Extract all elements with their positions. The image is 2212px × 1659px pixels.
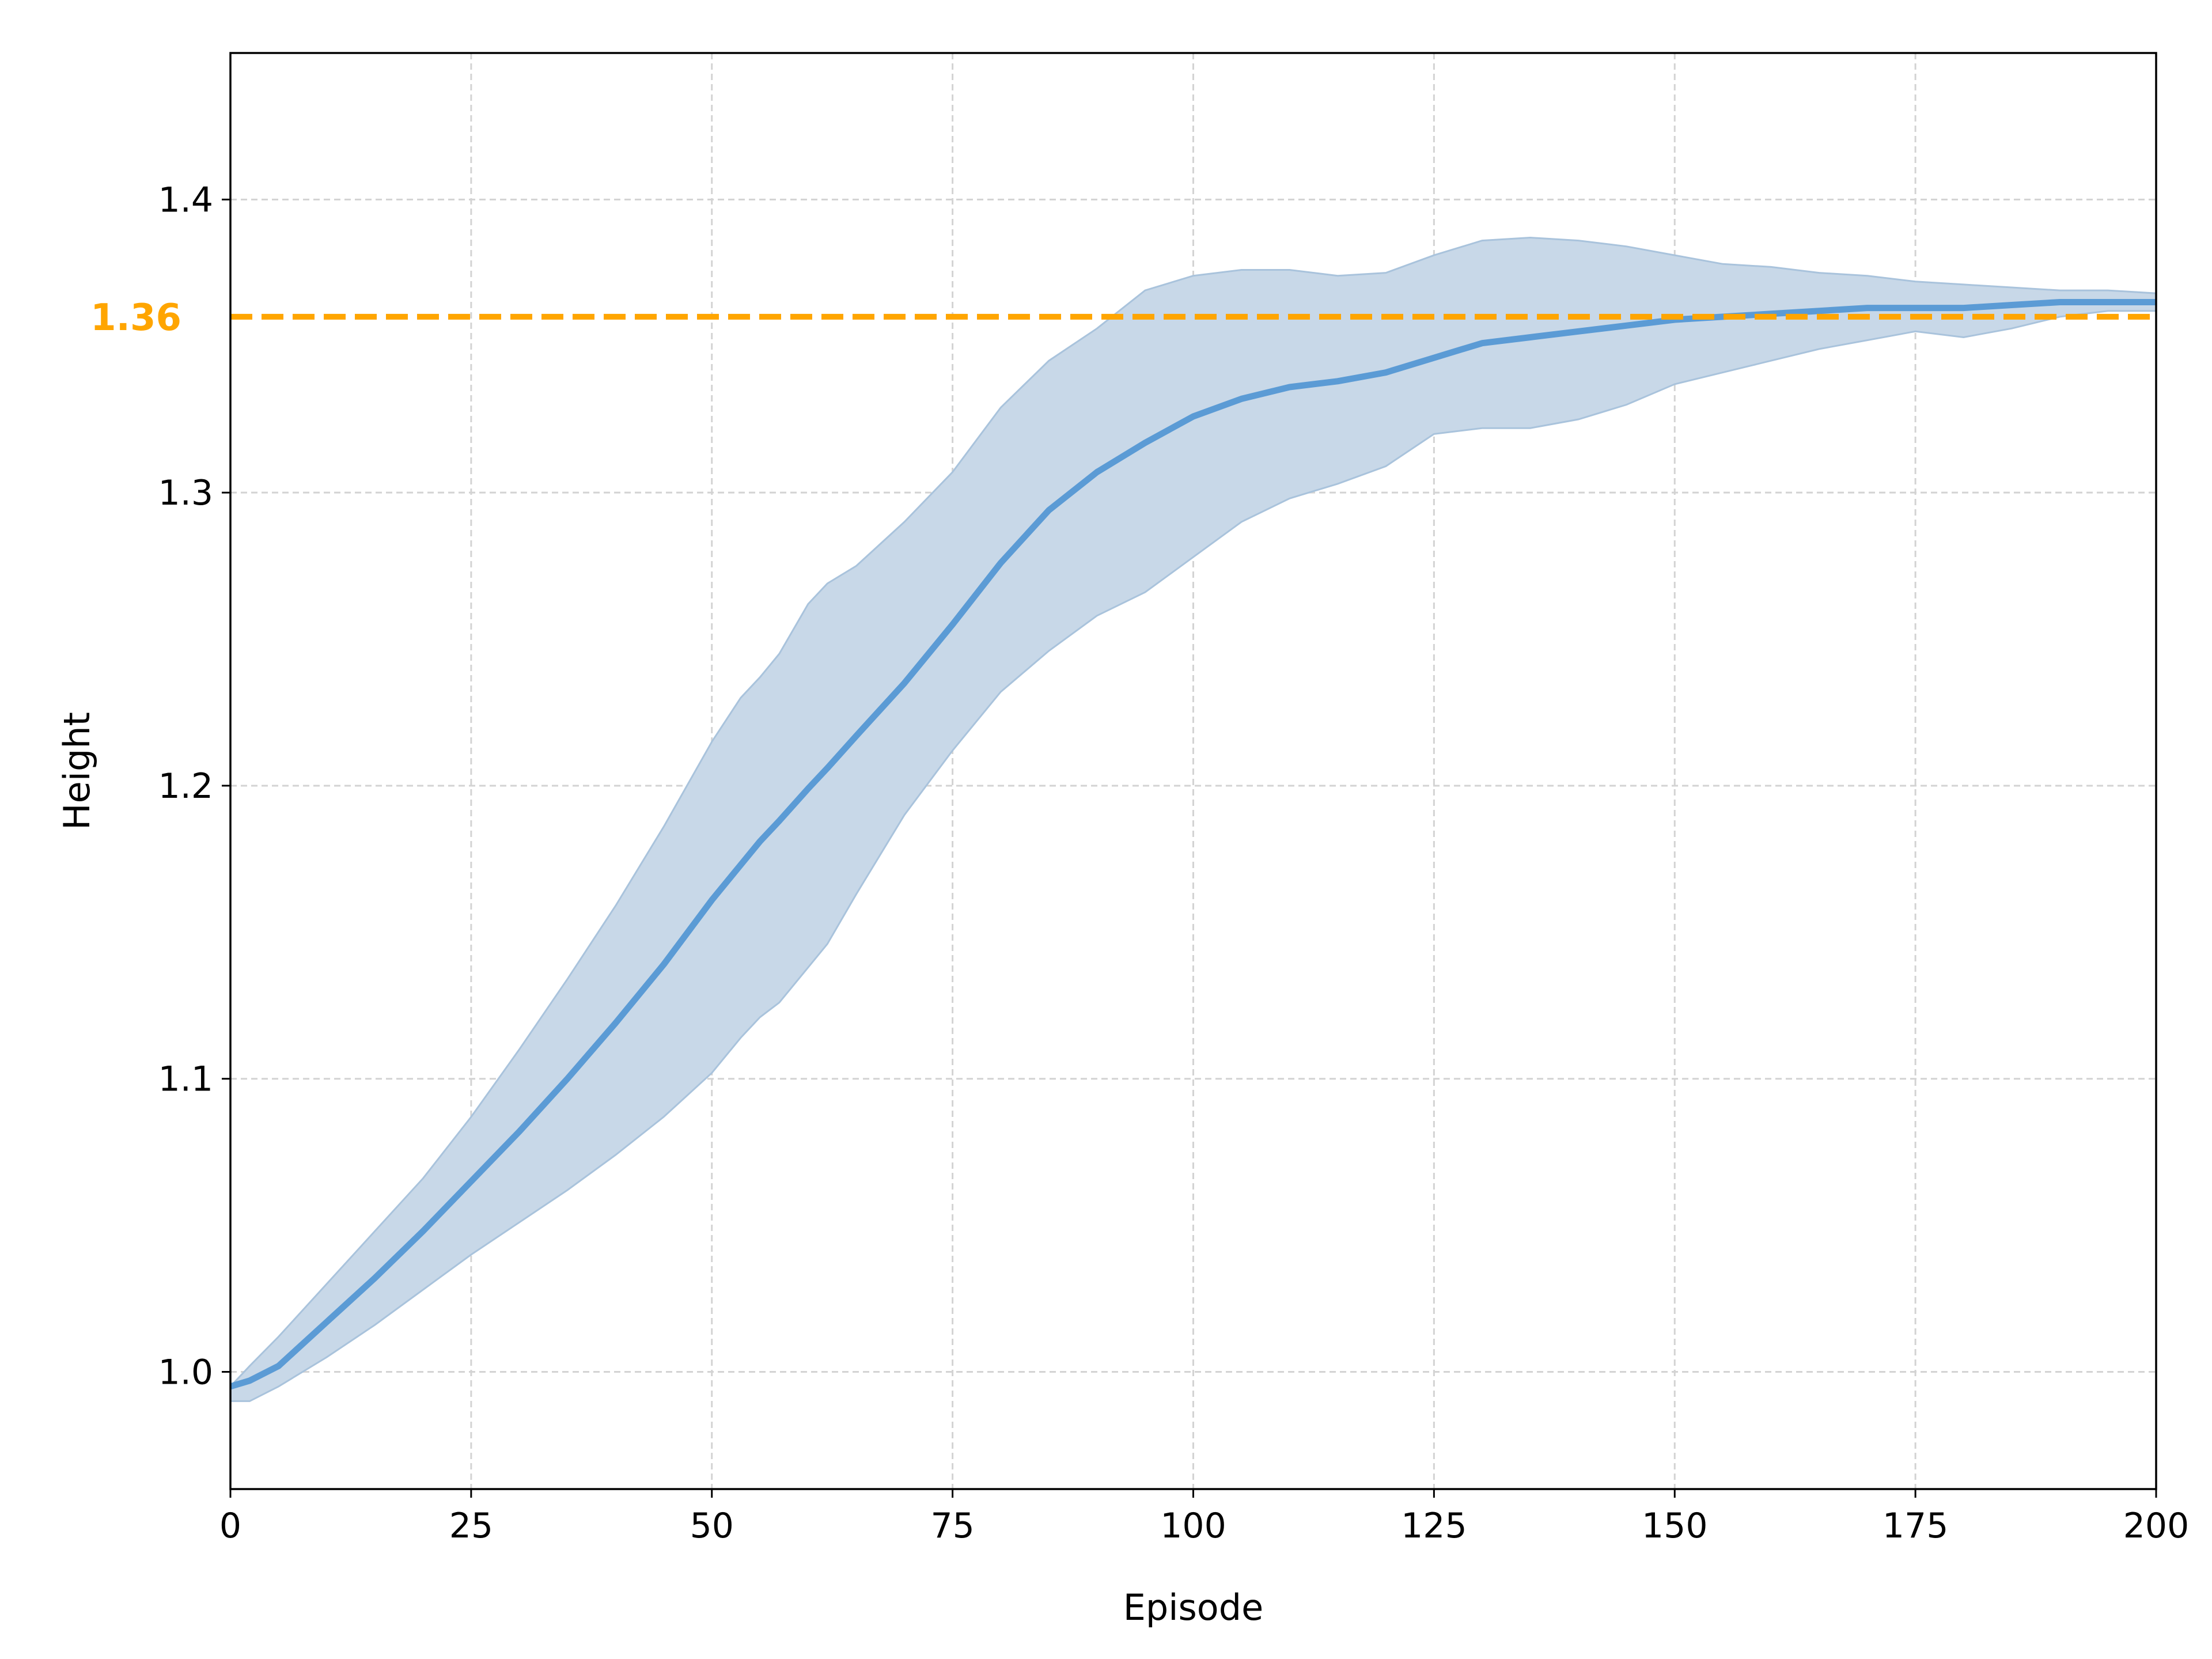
y-tick-label: 1.1 bbox=[158, 1059, 213, 1100]
x-tick-label: 125 bbox=[1401, 1506, 1467, 1546]
reference-line-label: 1.36 bbox=[90, 297, 181, 339]
y-tick-label: 1.2 bbox=[158, 766, 213, 806]
x-tick-label: 175 bbox=[1883, 1506, 1949, 1546]
mean-line bbox=[229, 299, 2156, 1390]
series-line-layer bbox=[229, 299, 2156, 1390]
x-tick-label: 25 bbox=[449, 1506, 493, 1546]
x-tick-label: 50 bbox=[690, 1506, 734, 1546]
y-axis-title: Height bbox=[56, 712, 98, 830]
x-axis-ticks: 0 25 50 75 100 125 150 175 200 bbox=[219, 1489, 2189, 1546]
x-tick-label: 75 bbox=[930, 1506, 974, 1546]
y-axis-ticks: 1.0 1.1 1.2 1.3 1.4 bbox=[158, 180, 230, 1392]
x-axis-title: Episode bbox=[1123, 1586, 1264, 1628]
y-tick-label: 1.3 bbox=[158, 473, 213, 513]
x-tick-label: 200 bbox=[2123, 1506, 2190, 1546]
y-tick-label: 1.0 bbox=[158, 1352, 213, 1392]
x-tick-label: 150 bbox=[1642, 1506, 1708, 1546]
y-tick-label: 1.4 bbox=[158, 180, 213, 220]
x-tick-label: 0 bbox=[219, 1506, 241, 1546]
x-tick-label: 100 bbox=[1160, 1506, 1226, 1546]
